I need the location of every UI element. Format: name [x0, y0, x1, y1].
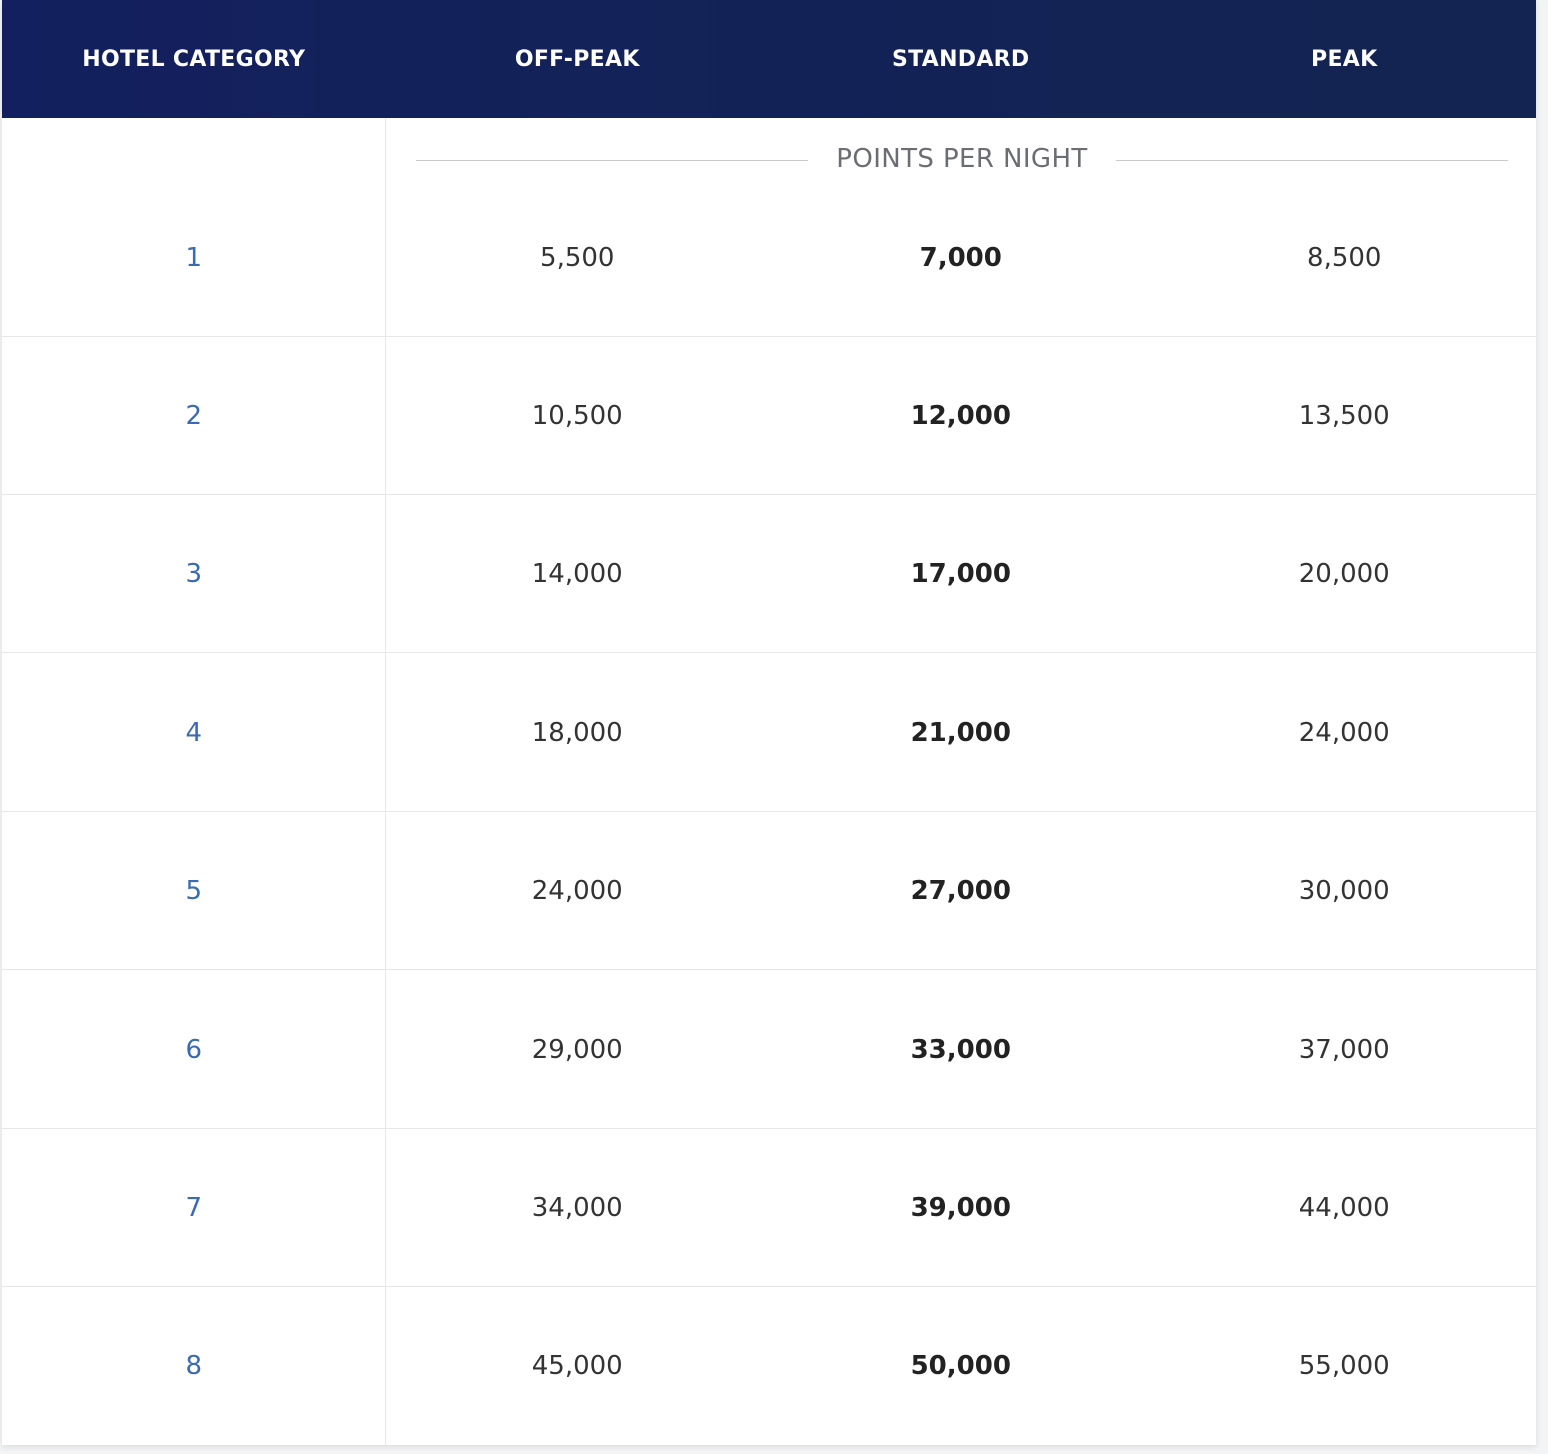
off-peak-cell: 24,000 — [531, 876, 623, 906]
subheader-rule-right — [1116, 160, 1508, 161]
off-peak-cell: 5,500 — [540, 242, 615, 273]
standard-cell: 7,000 — [919, 242, 1002, 273]
peak-cell: 8,500 — [1307, 242, 1382, 273]
standard-cell: 12,000 — [910, 401, 1011, 431]
table-row: 7 34,000 39,000 44,000 — [2, 1129, 1536, 1287]
category-cell: 1 — [185, 242, 203, 273]
header-standard: STANDARD — [892, 46, 1030, 72]
standard-cell: 21,000 — [910, 717, 1011, 748]
points-per-night-subheader: POINTS PER NIGHT — [386, 118, 1536, 204]
category-cell: 5 — [185, 876, 203, 906]
header-peak: PEAK — [1311, 46, 1378, 72]
table-row: 1 5,500 7,000 8,500 — [2, 204, 1536, 337]
row-divider — [2, 969, 1536, 970]
peak-cell: 20,000 — [1298, 559, 1390, 589]
peak-cell: 24,000 — [1298, 717, 1390, 748]
peak-cell: 55,000 — [1298, 1351, 1390, 1381]
peak-cell: 30,000 — [1298, 876, 1390, 906]
standard-cell: 27,000 — [910, 876, 1011, 906]
subheader-rule-left — [416, 160, 808, 161]
row-divider — [2, 1286, 1536, 1287]
off-peak-cell: 29,000 — [531, 1034, 623, 1065]
header-hotel-category: HOTEL CATEGORY — [82, 46, 306, 72]
subheader-label: POINTS PER NIGHT — [836, 144, 1088, 174]
peak-cell: 37,000 — [1298, 1034, 1390, 1065]
category-cell: 7 — [185, 1193, 203, 1223]
header-off-peak: OFF-PEAK — [514, 46, 640, 72]
category-cell: 4 — [185, 717, 203, 748]
off-peak-cell: 14,000 — [531, 559, 623, 589]
off-peak-cell: 34,000 — [531, 1193, 623, 1223]
standard-cell: 17,000 — [910, 559, 1011, 589]
row-divider — [2, 494, 1536, 495]
row-divider — [2, 652, 1536, 653]
row-divider — [2, 336, 1536, 337]
category-cell: 8 — [185, 1351, 203, 1381]
table-header: HOTEL CATEGORY OFF-PEAK STANDARD PEAK — [2, 0, 1536, 118]
standard-cell: 39,000 — [910, 1193, 1011, 1223]
peak-cell: 13,500 — [1298, 401, 1390, 431]
table-row: 6 29,000 33,000 37,000 — [2, 970, 1536, 1129]
off-peak-cell: 10,500 — [531, 401, 623, 431]
table-row: 2 10,500 12,000 13,500 — [2, 337, 1536, 495]
category-cell: 3 — [185, 559, 203, 589]
row-divider — [2, 1128, 1536, 1129]
standard-cell: 33,000 — [910, 1034, 1011, 1065]
standard-cell: 50,000 — [910, 1351, 1011, 1381]
row-divider — [2, 811, 1536, 812]
category-cell: 6 — [185, 1034, 203, 1065]
table-row: 5 24,000 27,000 30,000 — [2, 812, 1536, 970]
table-row: 8 45,000 50,000 55,000 — [2, 1287, 1536, 1445]
column-divider — [385, 118, 386, 1445]
table-row: 3 14,000 17,000 20,000 — [2, 495, 1536, 653]
off-peak-cell: 45,000 — [531, 1351, 623, 1381]
table-row: 4 18,000 21,000 24,000 — [2, 653, 1536, 812]
peak-cell: 44,000 — [1298, 1193, 1390, 1223]
off-peak-cell: 18,000 — [531, 717, 623, 748]
category-cell: 2 — [185, 401, 203, 431]
